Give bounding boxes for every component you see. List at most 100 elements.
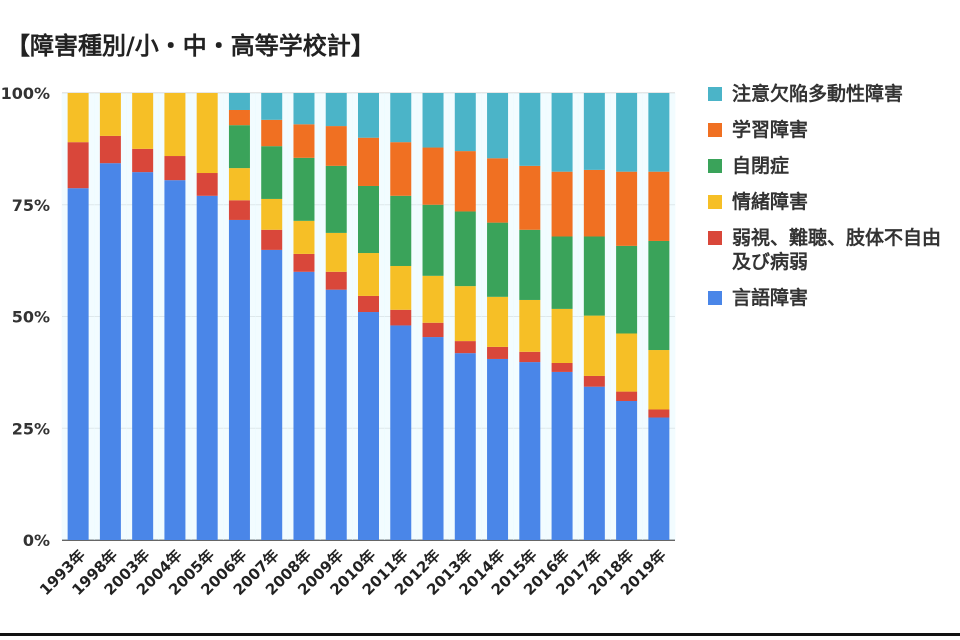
bar-segment <box>390 325 412 540</box>
bar-segment <box>454 341 476 354</box>
legend-item: 注意欠陥多動性障害 <box>708 82 958 106</box>
bar-segment <box>99 163 121 540</box>
bar-segment <box>487 222 509 297</box>
legend-swatch <box>708 87 722 101</box>
legend-swatch <box>708 291 722 305</box>
bar-segment <box>67 93 89 143</box>
bar-segment <box>422 204 444 276</box>
bar-segment <box>583 93 605 170</box>
bar-segment <box>519 229 541 300</box>
bar-segment <box>325 165 347 233</box>
bar-segment <box>196 173 218 196</box>
bar-segment <box>358 312 379 540</box>
bar-segment <box>261 93 283 120</box>
bar-segment <box>648 171 670 241</box>
bar-segment <box>228 219 250 540</box>
legend-item: 学習障害 <box>708 118 958 142</box>
bar-segment <box>132 172 154 540</box>
bar-segment <box>422 337 444 540</box>
chart-title: 【障害種別/小・中・高等学校計】 <box>6 32 375 60</box>
bar-segment <box>132 148 154 173</box>
bar-segment <box>551 236 573 309</box>
bar-segment <box>390 309 412 326</box>
bar-segment <box>454 151 476 212</box>
bar-segment <box>616 400 638 540</box>
bar-segment <box>583 386 605 540</box>
legend-swatch <box>708 195 722 209</box>
bar-segment <box>487 296 509 347</box>
bar-segment <box>358 185 379 254</box>
bar-segment <box>261 249 283 540</box>
bar-segment <box>616 391 638 401</box>
bar-segment <box>551 371 573 540</box>
bar-segment <box>325 232 347 272</box>
bar-segment <box>325 93 347 127</box>
bar-segment <box>228 168 250 201</box>
bar-segment <box>487 158 509 223</box>
legend: 注意欠陥多動性障害 学習障害自閉症情緒障害弱視、難聴、肢体不自由及び病弱言語障害 <box>708 82 958 322</box>
bar-segment <box>325 289 347 540</box>
legend-label: 弱視、難聴、肢体不自由及び病弱 <box>732 227 942 273</box>
bar-segment <box>551 362 573 372</box>
bar-segment <box>228 125 250 169</box>
stacked-bar-chart: 0%25%50%75%100%1993年1998年2003年2004年2005年… <box>1 84 676 599</box>
bar-segment <box>454 286 476 342</box>
bar-segment <box>487 93 509 159</box>
bar-segment <box>519 93 541 166</box>
bar-segment <box>551 93 573 172</box>
bar-segment <box>648 409 670 418</box>
y-tick-label: 100% <box>1 84 50 103</box>
bar-segment <box>261 198 283 230</box>
bar-segment <box>422 322 444 338</box>
legend-label: 学習障害 <box>732 119 809 141</box>
bar-segment <box>454 211 476 287</box>
bar-segment <box>261 146 283 199</box>
bar-segment <box>99 135 121 164</box>
bar-segment <box>293 157 315 221</box>
bar-segment <box>293 93 315 125</box>
legend-swatch <box>708 231 722 245</box>
bar-segment <box>519 165 541 230</box>
bar-segment <box>616 333 638 392</box>
bar-segment <box>325 126 347 166</box>
y-tick-label: 75% <box>12 196 50 215</box>
bar-segment <box>648 417 670 540</box>
bar-segment <box>164 93 186 157</box>
bar-segment <box>358 295 379 313</box>
bar-segment <box>583 315 605 376</box>
bar-segment <box>358 137 379 186</box>
bar-segment <box>648 350 670 410</box>
bar-segment <box>551 308 573 363</box>
bar-segment <box>616 171 638 246</box>
bar-segment <box>390 195 412 266</box>
bar-segment <box>293 220 315 254</box>
y-tick-label: 50% <box>12 308 50 327</box>
bar-segment <box>196 195 218 540</box>
bar-segment <box>196 93 218 174</box>
bar-segment <box>358 253 379 296</box>
bar-segment <box>132 93 154 149</box>
bar-segment <box>261 119 283 147</box>
bar-segment <box>164 180 186 541</box>
legend-swatch <box>708 123 722 137</box>
bar-segment <box>99 93 121 136</box>
bar-segment <box>454 93 476 152</box>
bar-segment <box>390 265 412 310</box>
bar-segment <box>228 93 250 110</box>
divider <box>0 633 960 636</box>
legend-label: 言語障害 <box>732 287 809 309</box>
bar-segment <box>164 156 186 181</box>
legend-label: 注意欠陥多動性障害 <box>732 83 904 105</box>
bar-segment <box>422 275 444 323</box>
bar-segment <box>228 109 250 126</box>
bar-segment <box>422 147 444 205</box>
legend-item: 情緒障害 <box>708 190 958 214</box>
legend-label: 情緒障害 <box>732 191 809 213</box>
legend-item: 弱視、難聴、肢体不自由及び病弱 <box>708 226 958 274</box>
bar-segment <box>293 271 315 540</box>
bar-segment <box>648 240 670 351</box>
legend-item: 自閉症 <box>708 154 958 178</box>
bar-segment <box>583 236 605 316</box>
bar-segment <box>390 142 412 196</box>
bar-segment <box>616 93 638 172</box>
